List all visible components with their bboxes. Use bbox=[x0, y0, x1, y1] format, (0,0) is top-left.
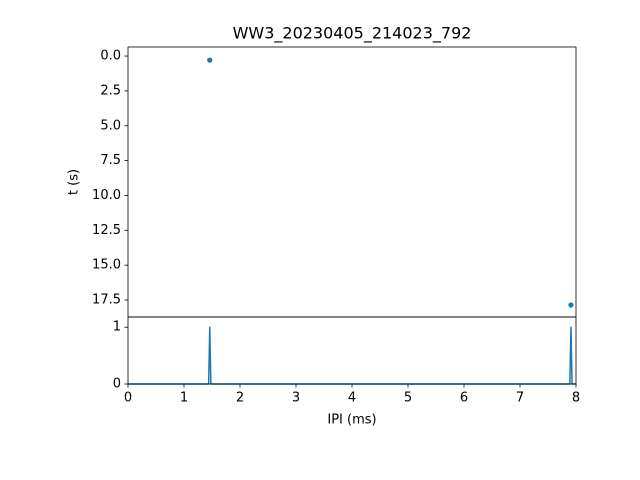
x-tick-label: 3 bbox=[292, 391, 300, 406]
y-axis-label: t (s) bbox=[67, 169, 82, 195]
x-tick-label: 0 bbox=[124, 391, 132, 406]
point bbox=[568, 302, 574, 308]
y-tick-label: 2.5 bbox=[100, 83, 121, 98]
chart-title: WW3_20230405_214023_792 bbox=[233, 24, 472, 44]
x-axis-label: IPI (ms) bbox=[327, 413, 376, 428]
y-tick-label: 15.0 bbox=[92, 258, 121, 273]
x-tick-label: 4 bbox=[348, 391, 356, 406]
y-tick-label: 1 bbox=[113, 320, 121, 335]
y-tick-label: 0.0 bbox=[100, 49, 121, 64]
x-tick-label: 6 bbox=[460, 391, 468, 406]
plot-frame bbox=[127, 316, 577, 385]
x-tick-label: 5 bbox=[404, 391, 412, 406]
y-tick-label: 17.5 bbox=[92, 292, 121, 307]
y-tick-label: 12.5 bbox=[92, 223, 121, 238]
point bbox=[207, 57, 213, 63]
x-tick-label: 8 bbox=[572, 391, 580, 406]
x-tick-label: 7 bbox=[516, 391, 524, 406]
y-tick-label: 7.5 bbox=[100, 153, 121, 168]
y-tick-label: 5.0 bbox=[100, 118, 121, 133]
x-tick-label: 1 bbox=[180, 391, 188, 406]
y-tick-label: 10.0 bbox=[92, 188, 121, 203]
x-tick-label: 2 bbox=[236, 391, 244, 406]
y-tick-label: 0 bbox=[113, 377, 121, 392]
